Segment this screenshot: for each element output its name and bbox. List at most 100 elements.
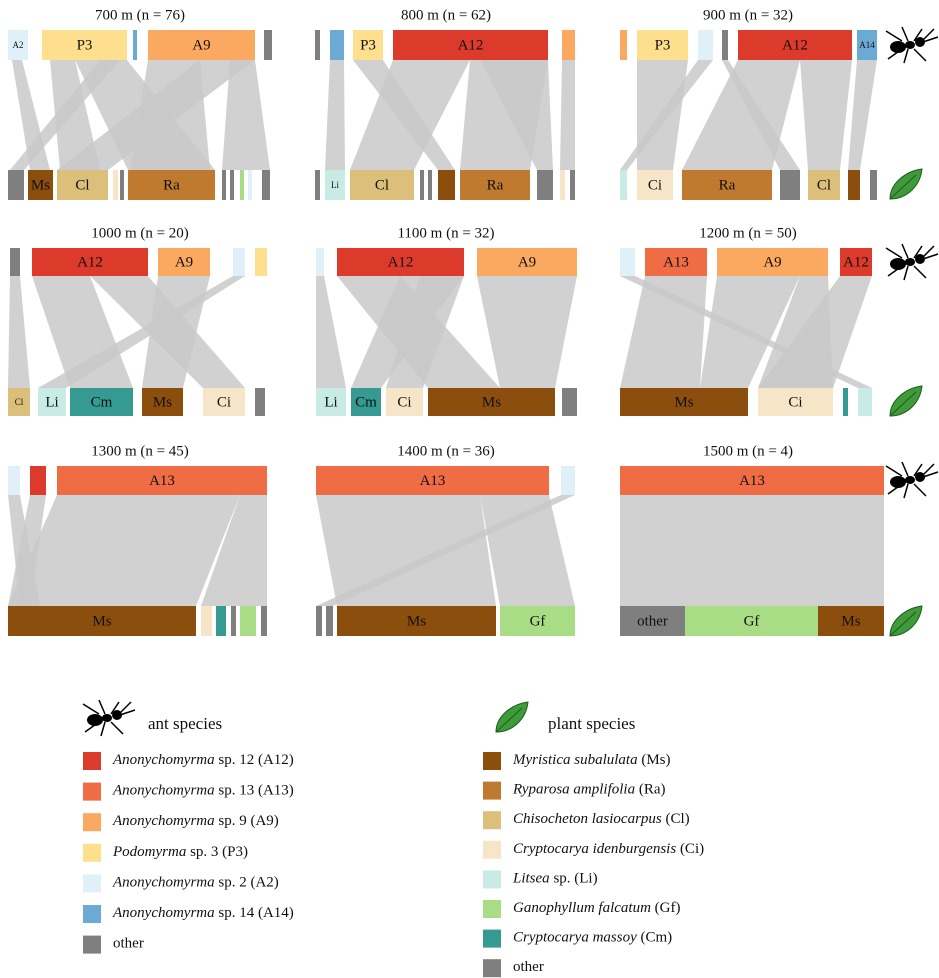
plant-box [142, 388, 183, 416]
ant-icon [885, 243, 939, 281]
plant-box [818, 606, 884, 636]
interaction-link [620, 495, 685, 606]
legend-label: other [113, 936, 144, 952]
legend-label-italic: Cryptocarya massoy [513, 930, 637, 946]
ant-box [316, 466, 549, 495]
ant-box [148, 30, 255, 60]
plant-box [326, 606, 333, 636]
plant-box [428, 388, 555, 416]
interaction-link [316, 495, 575, 606]
legend-swatch [83, 813, 101, 832]
box-label: A13 [149, 473, 175, 489]
ant-box [645, 248, 707, 276]
legend-label-text: sp. 3 (P3) [186, 844, 248, 860]
legend-swatch [483, 929, 501, 948]
plant-box [620, 170, 627, 200]
plant-box [248, 170, 252, 200]
network-panel: 700 m (n = 76) A2 P3 A9 Ms Cl Ra [8, 7, 272, 200]
legend-label-italic: Anonychomyrma [112, 905, 215, 921]
legend-label-text: sp. 12 (A12) [215, 752, 294, 768]
legend-title: plant species [548, 714, 635, 733]
ant-leg [913, 483, 927, 497]
legend-swatch [483, 900, 501, 918]
legend-label-italic: Podomyrma [112, 844, 186, 860]
plant-box [255, 388, 265, 416]
ant-box [562, 30, 575, 60]
leaf-vein [495, 707, 523, 733]
box-label: A12 [77, 254, 103, 270]
box-label: Cl [375, 177, 389, 193]
plant-box [758, 388, 833, 416]
ant-box [717, 248, 828, 276]
ant-icon [885, 461, 939, 499]
interaction-link [818, 495, 884, 606]
interaction-link [800, 60, 852, 170]
box-label: Ms [482, 394, 501, 410]
ant-box [255, 248, 267, 276]
plant-box [500, 606, 575, 636]
legend-label: Ryparosa amplifolia (Ra) [512, 782, 666, 798]
plant-box [216, 606, 226, 636]
plant-box [70, 388, 133, 416]
plant-box [843, 388, 848, 416]
box-label: A13 [420, 473, 446, 489]
box-label: Cl [75, 177, 89, 193]
plant-box [8, 388, 30, 416]
plant-box [848, 170, 860, 200]
ant-box [133, 30, 137, 60]
leaf-icon [889, 605, 923, 637]
legend-label: Cryptocarya massoy (Cm) [513, 930, 672, 946]
box-label: Ra [163, 177, 180, 193]
plant-box [120, 170, 124, 200]
plant-box [386, 388, 423, 416]
plant-box [808, 170, 840, 200]
plant-box [620, 388, 748, 416]
interaction-link [353, 60, 455, 170]
box-label: Ci [397, 394, 411, 410]
box-label: A14 [859, 40, 875, 50]
ant-leg [110, 701, 120, 715]
network-panel: 1400 m (n = 36) A13 Ms Gf [316, 443, 575, 636]
legend-swatch [83, 935, 101, 954]
box-label: A13 [663, 254, 689, 270]
plant-box [420, 170, 424, 200]
box-label: P3 [360, 37, 376, 53]
legend-swatch [483, 870, 501, 889]
box-label: A2 [13, 40, 24, 50]
plant-box [682, 170, 772, 200]
interaction-link [685, 495, 818, 606]
plant-box [240, 606, 256, 636]
box-label: A12 [843, 254, 869, 270]
legend-swatch [483, 959, 501, 978]
legend-label: Ganophyllum falcatum (Gf) [513, 900, 680, 916]
plant-box [351, 388, 381, 416]
box-label: Cl [817, 177, 831, 193]
legend-label-text: sp. 2 (A2) [215, 875, 279, 891]
legend-label: Anonychomyrma sp. 12 (A12) [112, 752, 294, 768]
ant-leg [913, 265, 927, 279]
panel-title: 1200 m (n = 50) [699, 225, 797, 241]
legend-swatch [83, 874, 101, 893]
interaction-link [758, 276, 872, 388]
ant-box [57, 466, 267, 495]
legend-title: ant species [148, 714, 222, 733]
leaf-icon [889, 385, 923, 417]
box-label: Ci [217, 394, 231, 410]
ant-body [890, 258, 906, 270]
ant-box [8, 466, 20, 495]
ant-leg [903, 48, 909, 64]
legend-swatch [83, 843, 101, 862]
plant-box [685, 606, 818, 636]
ant-box [393, 30, 548, 60]
legend-label: Anonychomyrma sp. 2 (A2) [112, 875, 279, 891]
plant-box [203, 388, 245, 416]
legend-label-italic: Chisocheton lasiocarpus [513, 812, 662, 828]
interaction-link [222, 60, 270, 170]
ant-leg [885, 247, 903, 259]
interaction-link [620, 276, 872, 388]
panel-title: 1000 m (n = 20) [91, 225, 189, 241]
plant-box [201, 606, 212, 636]
leaf-vein [889, 174, 917, 200]
ant-box [315, 30, 320, 60]
plant-box [240, 170, 244, 200]
